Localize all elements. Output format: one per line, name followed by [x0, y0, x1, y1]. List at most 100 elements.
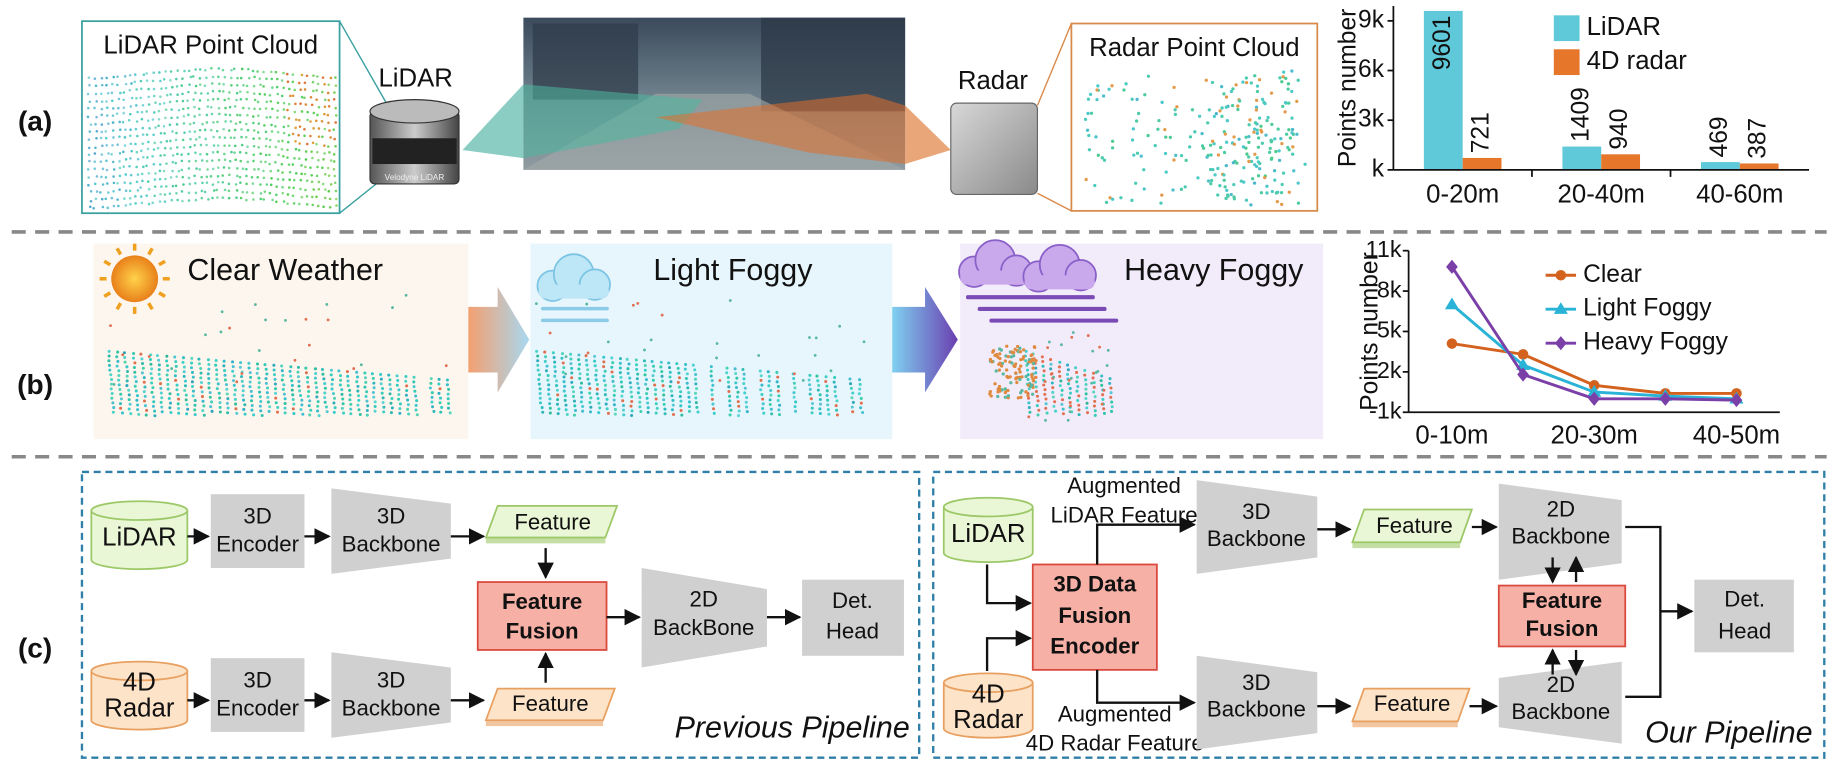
point — [106, 206, 110, 210]
point — [183, 69, 186, 73]
point — [1077, 394, 1081, 398]
point — [93, 106, 96, 110]
point — [1017, 367, 1021, 371]
point — [297, 379, 301, 383]
point — [1255, 128, 1259, 132]
point — [323, 82, 326, 86]
point — [1075, 380, 1079, 384]
point — [309, 120, 312, 123]
point — [661, 384, 665, 388]
point — [191, 75, 195, 78]
point — [1013, 347, 1017, 351]
point — [168, 406, 172, 410]
point — [297, 384, 301, 388]
point — [547, 392, 551, 396]
label: LiDAR Point Cloud — [103, 32, 318, 60]
label: 3D — [1242, 499, 1270, 524]
point — [810, 401, 815, 406]
point — [175, 383, 179, 387]
point — [1083, 117, 1088, 122]
point — [1014, 371, 1018, 375]
point — [1084, 378, 1088, 382]
marker — [1446, 338, 1458, 349]
point — [287, 186, 291, 189]
point — [1053, 400, 1057, 404]
point — [356, 403, 360, 407]
point — [1066, 418, 1070, 422]
point — [212, 189, 216, 192]
point — [334, 189, 338, 193]
point — [728, 399, 732, 403]
point — [268, 115, 272, 119]
point — [252, 84, 256, 88]
point — [694, 377, 698, 381]
point — [158, 102, 162, 106]
point — [151, 155, 154, 158]
point — [1019, 395, 1023, 400]
point — [1159, 201, 1163, 205]
point — [770, 412, 774, 416]
point — [1259, 124, 1263, 128]
point — [142, 376, 146, 380]
point — [282, 101, 286, 105]
point — [1019, 391, 1023, 395]
point — [310, 173, 313, 177]
label: LiDAR — [378, 65, 452, 93]
point — [1206, 153, 1210, 158]
point — [216, 196, 219, 199]
point — [1206, 179, 1211, 183]
point — [428, 386, 432, 390]
point — [143, 394, 147, 398]
point — [236, 167, 239, 170]
point — [304, 366, 308, 370]
connector — [1036, 23, 1073, 106]
point — [175, 85, 179, 88]
point — [218, 396, 222, 400]
label: Radar — [953, 706, 1024, 734]
point — [1247, 123, 1251, 127]
point — [645, 387, 650, 391]
point — [186, 99, 189, 102]
point — [227, 97, 230, 101]
caption: Our Pipeline — [1645, 715, 1813, 749]
point — [373, 405, 377, 409]
point — [235, 189, 239, 192]
point — [214, 358, 218, 363]
point — [287, 163, 291, 166]
point — [816, 388, 820, 392]
point — [850, 396, 854, 400]
point — [776, 389, 780, 393]
point — [134, 142, 137, 146]
point — [159, 95, 162, 98]
point — [273, 377, 277, 381]
point — [94, 92, 98, 96]
point — [429, 377, 433, 381]
point — [334, 144, 337, 148]
point — [684, 362, 688, 367]
point — [859, 406, 863, 410]
point — [352, 367, 356, 370]
point — [1051, 395, 1055, 399]
point — [580, 395, 584, 399]
point — [164, 185, 168, 188]
point — [439, 410, 443, 414]
point — [139, 186, 142, 189]
y-tick-label: 3k — [1358, 106, 1385, 133]
label: 3D — [377, 667, 405, 692]
point — [1164, 170, 1168, 174]
point — [228, 144, 231, 147]
point — [1109, 386, 1113, 390]
point — [569, 362, 573, 366]
point — [1057, 365, 1061, 369]
point — [189, 366, 193, 370]
panel-label: (a) — [18, 105, 52, 136]
point — [303, 172, 307, 176]
point — [850, 405, 854, 409]
point — [156, 146, 160, 150]
point — [695, 405, 699, 409]
point — [333, 137, 336, 141]
point — [636, 301, 640, 305]
point — [248, 380, 252, 384]
point — [715, 356, 719, 360]
